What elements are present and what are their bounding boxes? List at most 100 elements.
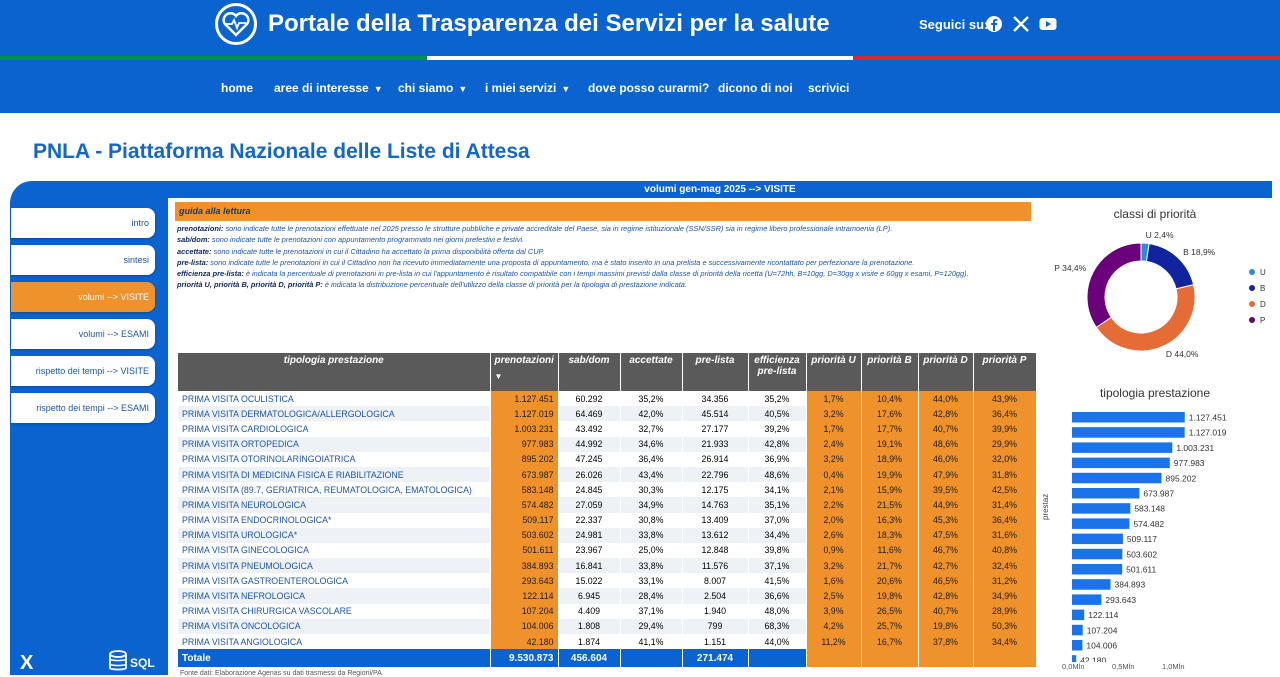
bar[interactable] bbox=[1072, 533, 1123, 545]
bar[interactable] bbox=[1072, 548, 1123, 560]
table-row[interactable]: PRIMA VISITA DERMATOLOGICA/ALLERGOLOGICA… bbox=[178, 406, 1037, 422]
column-header-label: sab/dom bbox=[568, 355, 610, 366]
bar[interactable] bbox=[1072, 594, 1102, 605]
col-prenotazioni-header[interactable]: prenotazioni ▼ bbox=[490, 353, 559, 391]
table-row[interactable]: PRIMA VISITA DI MEDICINA FISICA E RIABIL… bbox=[178, 466, 1037, 483]
nav-dove-posso-curarmi[interactable]: dove posso curarmi? bbox=[588, 81, 710, 95]
table-row[interactable]: PRIMA VISITA ANGIOLOGICA 42.180 1.874 41,1%… bbox=[178, 634, 1037, 650]
table-row[interactable]: PRIMA VISITA OTORINOLARINGOIATRICA 895.20… bbox=[178, 451, 1037, 467]
table-row[interactable]: PRIMA VISITA PNEUMOLOGICA 384.893 16.841 33… bbox=[178, 558, 1037, 574]
nav-scrivici[interactable]: scrivici bbox=[808, 81, 850, 95]
table-row[interactable]: PRIMA VISITA ORTOPEDICA 977.983 44.992 34,6… bbox=[178, 436, 1037, 452]
col-accettate-cell: 34,9% bbox=[620, 497, 683, 513]
prestazione-bar-chart[interactable]: 1.127.451 1.127.019 1.003.231 977.983 895.20… bbox=[1060, 410, 1278, 662]
bar[interactable] bbox=[1072, 457, 1170, 469]
col-efficienza-cell: 35,1% bbox=[748, 497, 807, 513]
legend-swatch bbox=[1249, 285, 1255, 291]
chevron-down-icon: ▼ bbox=[561, 84, 571, 94]
col-prenotazioni-cell: 122.114 bbox=[490, 588, 559, 604]
bar[interactable] bbox=[1072, 472, 1162, 484]
table-row[interactable]: PRIMA VISITA UROLOGICA* 503.602 24.981 33,8… bbox=[178, 527, 1037, 543]
sidebar-item-rispetto-esami[interactable]: rispetto dei tempi --> ESAMI bbox=[11, 393, 155, 423]
bar[interactable] bbox=[1072, 503, 1131, 514]
table-row[interactable]: PRIMA VISITA CARDIOLOGICA 1.003.231 43.492… bbox=[178, 421, 1037, 437]
legend-item-u[interactable]: U bbox=[1249, 268, 1266, 277]
pie-slice-p[interactable] bbox=[1086, 242, 1142, 329]
col-priorita-d-header[interactable]: priorità D bbox=[918, 353, 974, 391]
table-row[interactable]: PRIMA VISITA NEUROLOGICA 574.482 27.059 34,… bbox=[178, 497, 1037, 513]
bar[interactable] bbox=[1072, 609, 1085, 621]
bar[interactable] bbox=[1072, 579, 1111, 590]
nav-i-miei-servizi[interactable]: i miei servizi ▼ bbox=[485, 81, 571, 95]
priority-pie-chart[interactable] bbox=[1086, 242, 1196, 352]
pie-slice-label: B 18,9% bbox=[1183, 246, 1216, 257]
nav-aree-di-interesse[interactable]: aree di interesse ▼ bbox=[274, 81, 383, 95]
bar[interactable] bbox=[1072, 564, 1123, 575]
col-priorita-u-cell: 3,9% bbox=[806, 603, 862, 619]
bar[interactable] bbox=[1072, 640, 1083, 651]
bar-value-label: 977.983 bbox=[1174, 458, 1205, 468]
col-priorita-d-cell: 45,3% bbox=[918, 512, 974, 528]
col-efficienza-header[interactable]: efficienza pre-lista bbox=[748, 353, 807, 391]
table-row[interactable]: PRIMA VISITA GINECOLOGICA 501.611 23.967 25… bbox=[178, 542, 1037, 559]
total-row: Totale 9.530.873 456.604 271.474 bbox=[178, 649, 1037, 668]
bar[interactable] bbox=[1072, 655, 1077, 662]
bar[interactable] bbox=[1072, 412, 1185, 423]
col-accettate-header[interactable]: accettate bbox=[620, 353, 683, 391]
col-tipologia-cell: PRIMA VISITA NEUROLOGICA bbox=[178, 497, 491, 513]
bar[interactable] bbox=[1072, 442, 1173, 453]
pie-slice-d[interactable] bbox=[1095, 284, 1196, 352]
col-priorita-u-cell: 3,2% bbox=[806, 406, 862, 422]
legend-item-p[interactable]: P bbox=[1249, 316, 1265, 325]
sidebar-item-volumi-visite[interactable]: volumi --> VISITE bbox=[11, 282, 155, 312]
site-logo[interactable] bbox=[215, 3, 257, 45]
x-logo-icon[interactable]: X bbox=[20, 652, 34, 674]
table-row[interactable]: PRIMA VISITA CHIRURGICA VASCOLARE 107.204… bbox=[178, 603, 1037, 619]
bar-value-label: 895.202 bbox=[1166, 473, 1197, 483]
table-row[interactable]: PRIMA VISITA ENDOCRINOLOGICA* 509.117 22.3… bbox=[178, 512, 1037, 528]
col-efficienza-cell: 41,5% bbox=[748, 573, 807, 589]
col-tipologia-cell: PRIMA VISITA PNEUMOLOGICA bbox=[178, 558, 491, 574]
bar[interactable] bbox=[1072, 518, 1130, 529]
site-title[interactable]: Portale della Trasparenza dei Servizi pe… bbox=[268, 10, 830, 37]
youtube-icon[interactable] bbox=[1039, 15, 1057, 33]
col-sab-dom-header[interactable]: sab/dom bbox=[558, 353, 621, 391]
legend-item-d[interactable]: D bbox=[1249, 300, 1266, 309]
col-priorita-u-header[interactable]: priorità U bbox=[806, 353, 862, 391]
table-row[interactable]: PRIMA VISITA ONCOLOGICA 104.006 1.808 29,4%… bbox=[178, 618, 1037, 634]
col-priorita-p-header[interactable]: priorità P bbox=[973, 353, 1037, 391]
nav-home[interactable]: home bbox=[221, 81, 254, 95]
bar-value-label: 107.204 bbox=[1087, 625, 1118, 635]
nav-chi-siamo[interactable]: chi siamo ▼ bbox=[398, 81, 468, 95]
col-tipologia-header[interactable]: tipologia prestazione bbox=[178, 353, 491, 391]
col-accettate-cell: 33,1% bbox=[620, 573, 683, 589]
facebook-icon[interactable] bbox=[985, 15, 1003, 33]
bar[interactable] bbox=[1072, 624, 1083, 636]
col-prenotazioni-cell: 1.127.019 bbox=[490, 406, 559, 422]
sidebar-item-sintesi[interactable]: sintesi bbox=[11, 245, 155, 275]
sidebar-item-rispetto-visite[interactable]: rispetto dei tempi --> VISITE bbox=[11, 356, 155, 386]
col-priorita-d-cell: 47,5% bbox=[918, 527, 974, 543]
sidebar-item-volumi-esami[interactable]: volumi --> ESAMI bbox=[11, 319, 155, 349]
table-row[interactable]: PRIMA VISITA NEFROLOGICA 122.114 6.945 28,4… bbox=[178, 588, 1037, 604]
sidebar-item-intro[interactable]: intro bbox=[11, 208, 155, 238]
col-pre-lista-header[interactable]: pre-lista bbox=[682, 353, 749, 391]
col-priorita-b-header[interactable]: priorità B bbox=[861, 353, 919, 391]
col-priorita-p-cell: 42,5% bbox=[973, 482, 1037, 498]
bar[interactable] bbox=[1072, 488, 1140, 499]
total-col-sab-dom-cell: 456.604 bbox=[558, 649, 621, 668]
x-icon[interactable] bbox=[1012, 15, 1030, 33]
nav-dicono-di-noi[interactable]: dicono di noi bbox=[718, 81, 793, 95]
col-priorita-b-cell: 11,6% bbox=[861, 542, 919, 559]
bar[interactable] bbox=[1072, 427, 1185, 438]
pie-slice-label: U 2,4% bbox=[1145, 230, 1174, 241]
sql-database-icon[interactable]: SQL bbox=[108, 649, 158, 673]
guide-line: efficienza pre-lista: è indicata la perc… bbox=[177, 269, 969, 279]
legend-label: D bbox=[1260, 300, 1266, 309]
legend-item-b[interactable]: B bbox=[1249, 284, 1265, 293]
table-row[interactable]: PRIMA VISITA OCULISTICA 1.127.451 60.292 35… bbox=[178, 391, 1037, 407]
col-tipologia-cell: PRIMA VISITA ORTOPEDICA bbox=[178, 436, 491, 452]
table-row[interactable]: PRIMA VISITA (89.7, GERIATRICA, REUMATOL… bbox=[178, 482, 1037, 498]
sort-descending-icon[interactable]: ▼ bbox=[494, 372, 503, 381]
table-row[interactable]: PRIMA VISITA GASTROENTEROLOGICA 293.643 15… bbox=[178, 573, 1037, 589]
